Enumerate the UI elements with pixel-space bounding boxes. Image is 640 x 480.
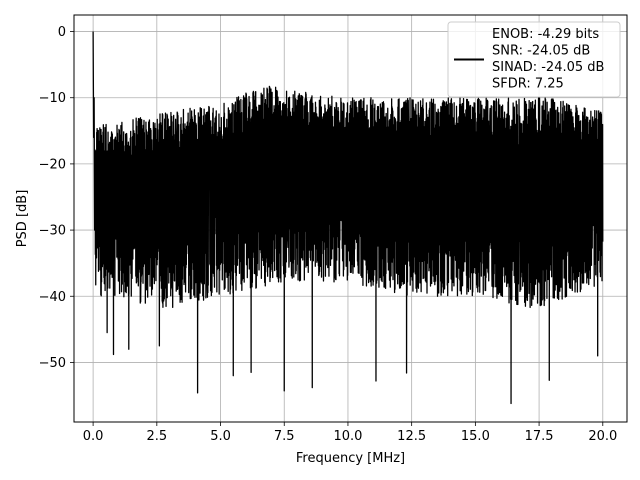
y-tick-label: −10: [39, 91, 66, 106]
series-layer: [92, 31, 604, 405]
legend-enob: ENOB: -4.29 bits: [492, 27, 599, 42]
x-tick-label: 12.5: [397, 429, 426, 444]
x-tick-label: 17.5: [525, 429, 554, 444]
axis-ticks: 0.0 2.5 5.0 7.5 10.0 12.5 15.0 17.5 20.0 0 −10 −20 −…: [39, 25, 618, 444]
y-tick-label: −20: [39, 157, 66, 172]
legend-sinad: SINAD: -24.05 dB: [492, 60, 604, 75]
y-axis-label: PSD [dB]: [15, 190, 30, 248]
y-tick-label: 0: [58, 25, 66, 40]
x-tick-label: 7.5: [274, 429, 295, 444]
psd-series-line: [92, 31, 604, 405]
x-axis-label: Frequency [MHz]: [296, 451, 405, 466]
x-tick-label: 5.0: [210, 429, 231, 444]
x-tick-label: 10.0: [333, 429, 362, 444]
axes-frame: [73, 14, 628, 423]
legend: ENOB: -4.29 bits SNR: -24.05 dB SINAD: -…: [447, 21, 621, 98]
y-tick-label: −40: [39, 290, 66, 305]
legend-snr: SNR: -24.05 dB: [492, 44, 590, 59]
x-tick-label: 0.0: [83, 429, 104, 444]
x-tick-label: 20.0: [588, 429, 617, 444]
x-tick-label: 15.0: [461, 429, 490, 444]
legend-sfdr: SFDR: 7.25: [492, 77, 564, 92]
x-tick-label: 2.5: [146, 429, 167, 444]
y-tick-label: −50: [39, 356, 66, 371]
y-tick-label: −30: [39, 224, 66, 239]
legend-box: [447, 21, 621, 98]
